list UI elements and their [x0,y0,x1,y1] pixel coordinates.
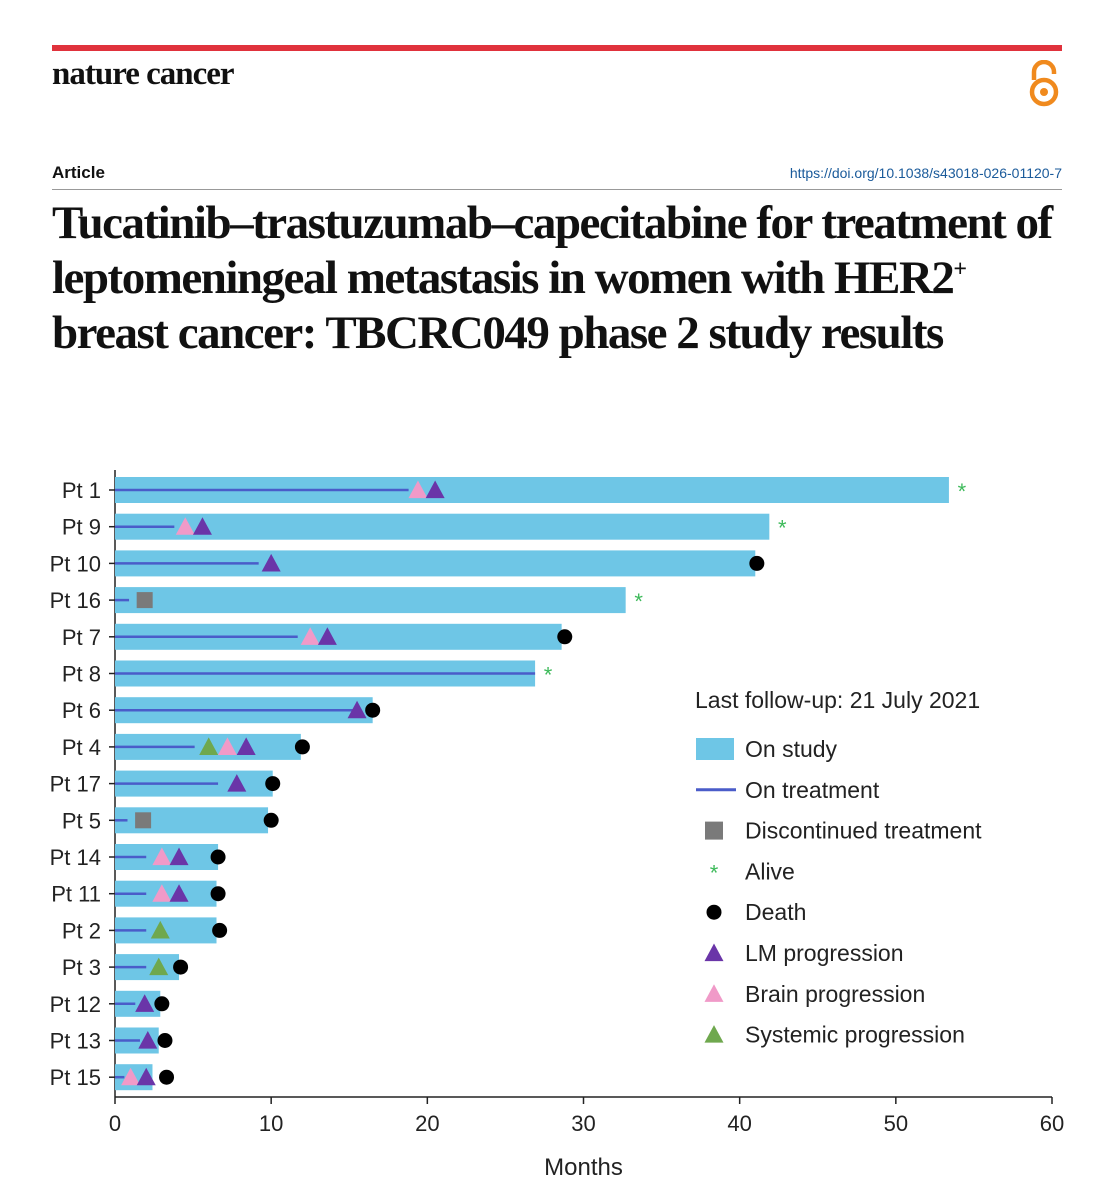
death-marker [210,886,226,902]
legend-label: Systemic progression [745,1022,965,1048]
legend-label: Death [745,899,806,925]
patient-label: Pt 1 [62,478,101,503]
lm-progression-marker [136,1067,156,1086]
death-marker [159,1069,175,1085]
x-tick-label: 10 [259,1111,283,1136]
death-marker [365,702,381,718]
death-marker [749,555,765,571]
x-axis-label: Months [544,1154,623,1181]
patient-label: Pt 4 [62,735,101,760]
discontinued-marker [135,812,152,829]
legend-label: Brain progression [745,981,925,1007]
legend-label: Discontinued treatment [745,818,982,844]
brain-progression-marker [121,1067,141,1086]
systemic-progression-marker [150,920,170,939]
alive-marker: * [544,663,553,688]
legend-swatch-lm [704,943,724,962]
brain-progression-marker [175,517,195,535]
article-title: Tucatinib–trastuzumab–capecitabine for t… [52,197,1053,359]
death-marker [212,922,228,938]
legend-swatch-on-study [696,738,734,760]
alive-marker: * [778,516,787,541]
swimmer-plot: Pt 1 * Pt 9 * Pt 10 Pt 16 * Pt 7 Pt 8 * Pt 6 Pt 4 Pt… [50,470,1064,1181]
patient-label: Pt 10 [50,551,101,576]
patient-label: Pt 7 [62,625,101,650]
legend-swatch-death [706,904,722,920]
x-tick-label: 40 [727,1111,751,1136]
patient-label: Pt 12 [50,992,101,1017]
legend-title: Last follow-up: 21 July 2021 [695,687,980,713]
legend-swatch-systemic [704,1025,724,1043]
systemic-progression-marker [149,957,169,976]
legend-label: LM progression [745,940,904,966]
death-marker [173,959,189,975]
patient-label: Pt 6 [62,698,101,723]
brain-progression-marker [408,480,428,499]
brain-progression-marker [217,737,237,755]
on-study-bar [115,513,770,540]
legend-label: Alive [745,858,795,884]
patient-label: Pt 11 [51,882,101,907]
legend-swatch-brain [704,984,724,1002]
her2-superscript: + [953,256,967,283]
doi-link[interactable]: https://doi.org/10.1038/s43018-026-01120… [789,165,1062,181]
journal-name: nature cancer [52,56,235,92]
patient-label: Pt 16 [50,588,101,613]
legend-swatch-discontinued [705,821,723,840]
lm-progression-marker [347,700,367,719]
discontinued-marker [136,592,153,609]
brain-progression-marker [152,884,172,902]
death-marker [263,812,279,828]
alive-marker: * [958,479,967,504]
article-type-label: Article [52,163,105,182]
lm-progression-marker [169,884,189,902]
x-tick-label: 60 [1040,1111,1064,1136]
death-marker [157,1033,173,1048]
legend-swatch-alive: * [710,860,719,885]
on-study-bar [115,587,626,614]
x-tick-label: 30 [571,1111,595,1136]
journal-accent-bar [52,45,1062,51]
legend-label: On treatment [745,777,880,803]
lm-progression-marker [135,994,155,1012]
patient-label: Pt 2 [62,918,101,943]
legend-label: On study [745,736,838,762]
patient-label: Pt 8 [62,662,101,687]
brain-progression-marker [152,847,172,866]
lm-progression-marker [236,737,256,755]
header-divider [52,189,1062,190]
patient-label: Pt 9 [62,515,101,540]
lm-progression-marker [169,847,189,866]
death-marker [294,739,310,755]
x-tick-label: 20 [415,1111,439,1136]
patient-label: Pt 14 [50,845,101,870]
open-access-icon [1029,60,1059,107]
lm-progression-marker [192,517,212,535]
lm-progression-marker [317,627,337,645]
death-marker [265,776,281,792]
patient-label: Pt 5 [62,808,101,833]
lm-progression-marker [138,1031,158,1049]
death-marker [557,629,573,645]
patient-label: Pt 15 [50,1065,101,1090]
death-marker [154,996,170,1012]
alive-marker: * [634,589,643,614]
lm-progression-marker [261,553,281,572]
x-tick-label: 0 [109,1111,121,1136]
patient-label: Pt 3 [62,955,101,980]
lm-progression-marker [227,774,247,792]
patient-label: Pt 17 [50,772,101,797]
brain-progression-marker [300,627,320,645]
patient-label: Pt 13 [50,1029,101,1054]
x-tick-label: 50 [884,1111,908,1136]
lm-progression-marker [425,480,445,499]
death-marker [210,849,226,865]
systemic-progression-marker [199,737,219,755]
